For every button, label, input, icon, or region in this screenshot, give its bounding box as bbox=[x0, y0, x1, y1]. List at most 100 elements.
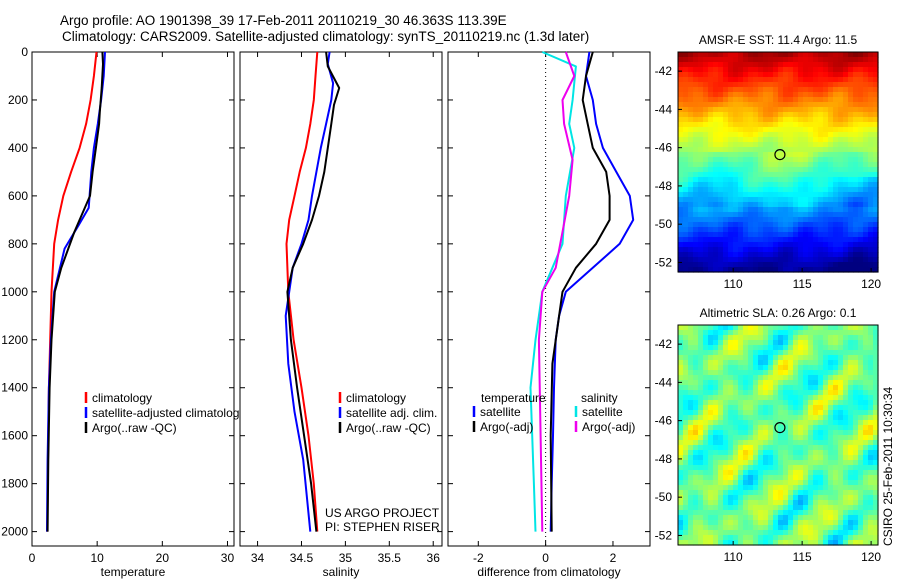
map-cell bbox=[753, 122, 759, 128]
map-cell bbox=[758, 87, 764, 93]
map-cell bbox=[773, 202, 779, 208]
map-cell bbox=[728, 67, 734, 73]
y-tick-label: -52 bbox=[655, 528, 673, 542]
map-cell bbox=[773, 365, 779, 371]
map-cell bbox=[808, 435, 814, 441]
map-cell bbox=[873, 122, 879, 128]
map-cell bbox=[808, 335, 814, 341]
map-cell bbox=[753, 207, 759, 213]
map-cell bbox=[788, 435, 794, 441]
map-cell bbox=[733, 232, 739, 238]
map-cell bbox=[838, 430, 844, 436]
map-cell bbox=[738, 122, 744, 128]
map-cell bbox=[813, 405, 819, 411]
map-cell bbox=[778, 117, 784, 123]
map-cell bbox=[858, 535, 864, 541]
map-cell bbox=[748, 435, 754, 441]
map-cell bbox=[708, 162, 714, 168]
map-cell bbox=[818, 480, 824, 486]
map-cell bbox=[683, 132, 689, 138]
map-cell bbox=[693, 132, 699, 138]
map-cell bbox=[743, 335, 749, 341]
map-cell bbox=[788, 345, 794, 351]
map-cell bbox=[678, 92, 684, 98]
map-cell bbox=[758, 117, 764, 123]
map-cell bbox=[808, 242, 814, 248]
map-cell bbox=[743, 192, 749, 198]
map-cell bbox=[863, 232, 869, 238]
map-cell bbox=[813, 182, 819, 188]
map-cell bbox=[753, 435, 759, 441]
map-cell bbox=[723, 217, 729, 223]
map-cell bbox=[783, 162, 789, 168]
map-cell bbox=[698, 525, 704, 531]
map-cell bbox=[688, 530, 694, 536]
map-cell bbox=[728, 82, 734, 88]
map-cell bbox=[858, 242, 864, 248]
map-cell bbox=[873, 460, 879, 466]
map-cell bbox=[743, 197, 749, 203]
map-cell bbox=[753, 375, 759, 381]
map-cell bbox=[873, 257, 879, 263]
map-cell bbox=[833, 107, 839, 113]
map-cell bbox=[753, 157, 759, 163]
map-cell bbox=[693, 335, 699, 341]
map-cell bbox=[823, 470, 829, 476]
map-cell bbox=[848, 157, 854, 163]
map-cell bbox=[743, 217, 749, 223]
map-cell bbox=[843, 325, 849, 331]
map-cell bbox=[793, 435, 799, 441]
map-cell bbox=[698, 267, 704, 273]
map-cell bbox=[838, 485, 844, 491]
map-cell bbox=[848, 67, 854, 73]
map-cell bbox=[798, 132, 804, 138]
map-cell bbox=[833, 330, 839, 336]
legend-label: Argo(-adj) bbox=[480, 420, 533, 434]
map-cell bbox=[738, 92, 744, 98]
map-cell bbox=[718, 252, 724, 258]
map-cell bbox=[803, 222, 809, 228]
map-cell bbox=[743, 510, 749, 516]
map-cell bbox=[828, 67, 834, 73]
map-cell bbox=[798, 465, 804, 471]
map-cell bbox=[778, 505, 784, 511]
map-cell bbox=[868, 425, 874, 431]
map-cell bbox=[778, 232, 784, 238]
map-cell bbox=[738, 117, 744, 123]
map-cell bbox=[783, 232, 789, 238]
map-cell bbox=[733, 480, 739, 486]
map-cell bbox=[793, 425, 799, 431]
map-cell bbox=[858, 257, 864, 263]
map-cell bbox=[813, 480, 819, 486]
map-cell bbox=[808, 177, 814, 183]
map-cell bbox=[753, 355, 759, 361]
map-cell bbox=[768, 147, 774, 153]
map-cell bbox=[758, 470, 764, 476]
map-cell bbox=[698, 480, 704, 486]
map-cell bbox=[763, 515, 769, 521]
map-cell bbox=[833, 390, 839, 396]
map-cell bbox=[798, 187, 804, 193]
map-cell bbox=[788, 335, 794, 341]
map-cell bbox=[693, 102, 699, 108]
map-cell bbox=[868, 192, 874, 198]
map-cell bbox=[728, 465, 734, 471]
map-cell bbox=[853, 510, 859, 516]
map-cell bbox=[708, 107, 714, 113]
map-cell bbox=[768, 177, 774, 183]
map-cell bbox=[683, 252, 689, 258]
map-cell bbox=[848, 227, 854, 233]
map-cell bbox=[768, 87, 774, 93]
map-cell bbox=[843, 525, 849, 531]
map-cell bbox=[688, 425, 694, 431]
map-cell bbox=[708, 535, 714, 541]
map-cell bbox=[838, 510, 844, 516]
map-cell bbox=[703, 395, 709, 401]
map-cell bbox=[838, 380, 844, 386]
map-cell bbox=[863, 370, 869, 376]
map-cell bbox=[718, 450, 724, 456]
map-cell bbox=[733, 505, 739, 511]
map-cell bbox=[723, 257, 729, 263]
map-cell bbox=[693, 365, 699, 371]
map-cell bbox=[788, 380, 794, 386]
